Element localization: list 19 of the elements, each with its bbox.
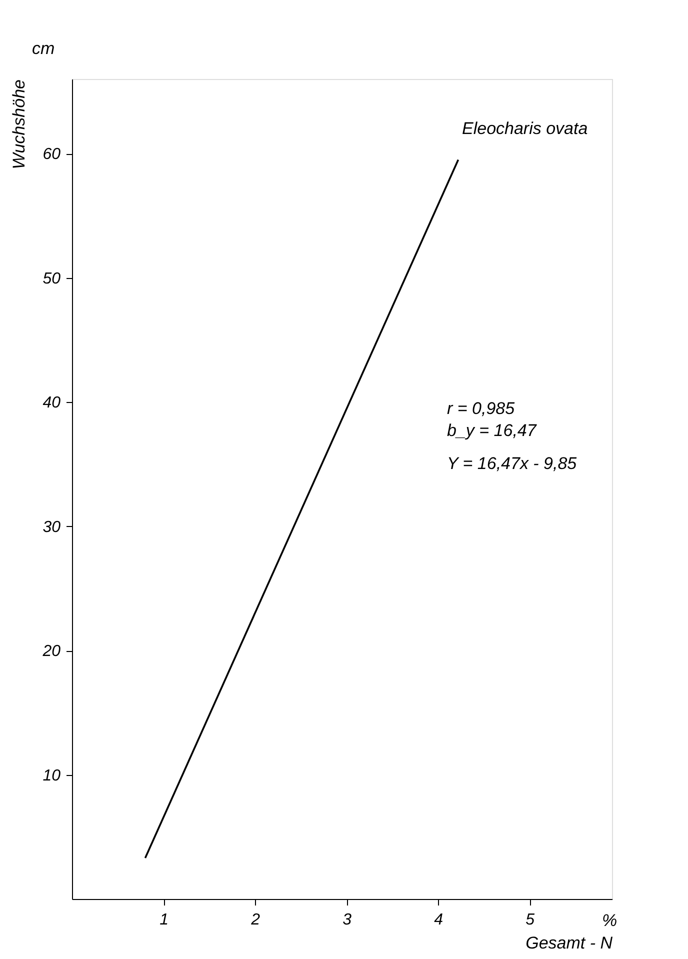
annotation: Eleocharis ovata [462,119,588,138]
x-axis-title: Gesamt - N [526,934,614,952]
y-tick-label: 10 [42,767,61,784]
x-tick-label: 5 [526,912,535,928]
y-tick-label: 50 [42,270,61,288]
y-tick-label: 20 [42,643,61,660]
y-tick-label: 40 [42,394,61,412]
annotation: Y = 16,47x - 9,85 [447,454,578,473]
y-tick-label: 30 [42,518,61,536]
text: % [602,911,618,930]
text: cm [32,39,55,58]
y-tick-label: 60 [42,146,61,164]
x-tick-label: 3 [342,912,352,928]
x-tick-label: 1 [160,912,168,928]
annotation: b_y = 16,47 [447,421,537,440]
y-axis-title: Wuchshöhe [10,80,29,170]
x-tick-label: 4 [434,912,444,928]
annotation: r = 0,985 [447,399,516,418]
x-tick-label: 2 [250,912,260,928]
